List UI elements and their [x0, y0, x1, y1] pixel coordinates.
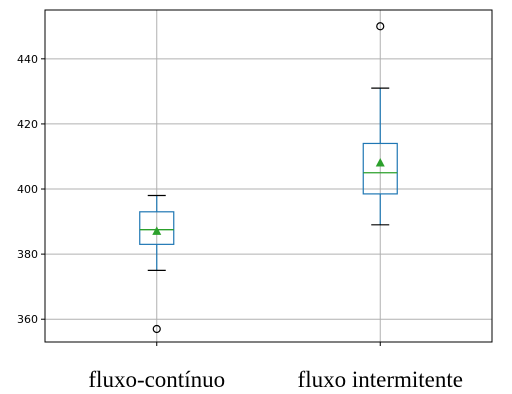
y-tick-label: 440 [17, 53, 38, 66]
grid-lines [45, 10, 492, 342]
y-tick-label: 360 [17, 313, 38, 326]
y-tick-label: 420 [17, 118, 38, 131]
mean-marker [152, 226, 162, 235]
x-axis-labels: fluxo-contínuo fluxo intermitente [88, 367, 463, 392]
y-axis: 360 380 400 420 440 [17, 53, 381, 346]
box-iqr [362, 142, 398, 195]
x-category-label: fluxo intermitente [298, 367, 463, 392]
box-1 [362, 22, 398, 226]
x-category-label: fluxo-contínuo [88, 367, 225, 392]
box-0 [139, 194, 175, 334]
outlier-point [376, 22, 385, 31]
plot-area-frame [44, 9, 493, 343]
outlier-point [152, 324, 161, 334]
y-tick-label: 380 [17, 248, 38, 261]
mean-marker [375, 157, 385, 167]
box-iqr [139, 211, 175, 245]
box-series [139, 22, 398, 334]
y-tick-label: 400 [17, 183, 38, 196]
